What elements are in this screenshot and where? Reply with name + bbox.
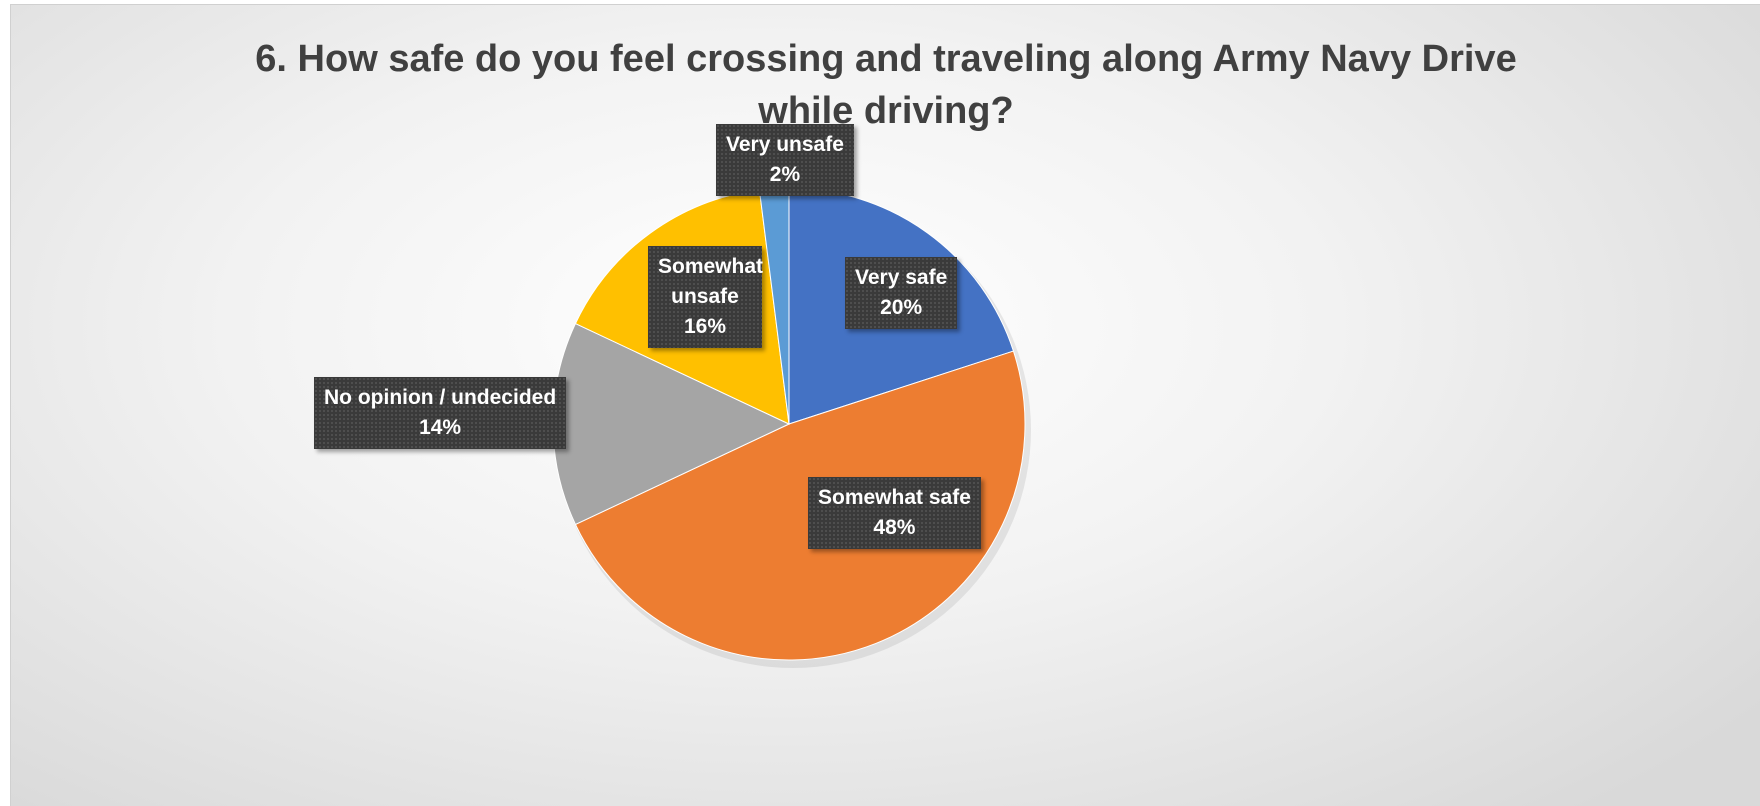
chart-area: 6. How safe do you feel crossing and tra… (10, 4, 1760, 806)
data-label-value: 14% (419, 416, 462, 439)
data-label-name: Somewhat safe (818, 486, 971, 509)
data-label-very-safe: Very safe 20% (845, 257, 958, 329)
data-label-name: Very safe (855, 266, 948, 289)
data-label-value: 20% (880, 296, 923, 319)
data-label-value: 48% (873, 516, 916, 539)
data-label-somewhat-safe: Somewhat safe 48% (808, 477, 981, 549)
data-label-name: No opinion / undecided (324, 386, 557, 409)
data-label-name: Very unsafe (726, 133, 844, 156)
pie-slices (552, 187, 1031, 668)
data-label-name: Somewhat unsafe (658, 255, 764, 308)
data-label-somewhat-unsafe: Somewhat unsafe 16% (648, 246, 764, 348)
data-label-no-opinion: No opinion / undecided 14% (314, 377, 567, 449)
chart-title: 6. How safe do you feel crossing and tra… (11, 33, 1760, 137)
data-label-very-unsafe: Very unsafe 2% (716, 124, 854, 196)
pie-slice-somewhat-safe (574, 350, 1026, 661)
data-label-value: 2% (769, 163, 801, 186)
chart-title-line-1: 6. How safe do you feel crossing and tra… (255, 38, 1517, 80)
data-label-value: 16% (683, 315, 727, 338)
pie-chart (552, 187, 1031, 668)
